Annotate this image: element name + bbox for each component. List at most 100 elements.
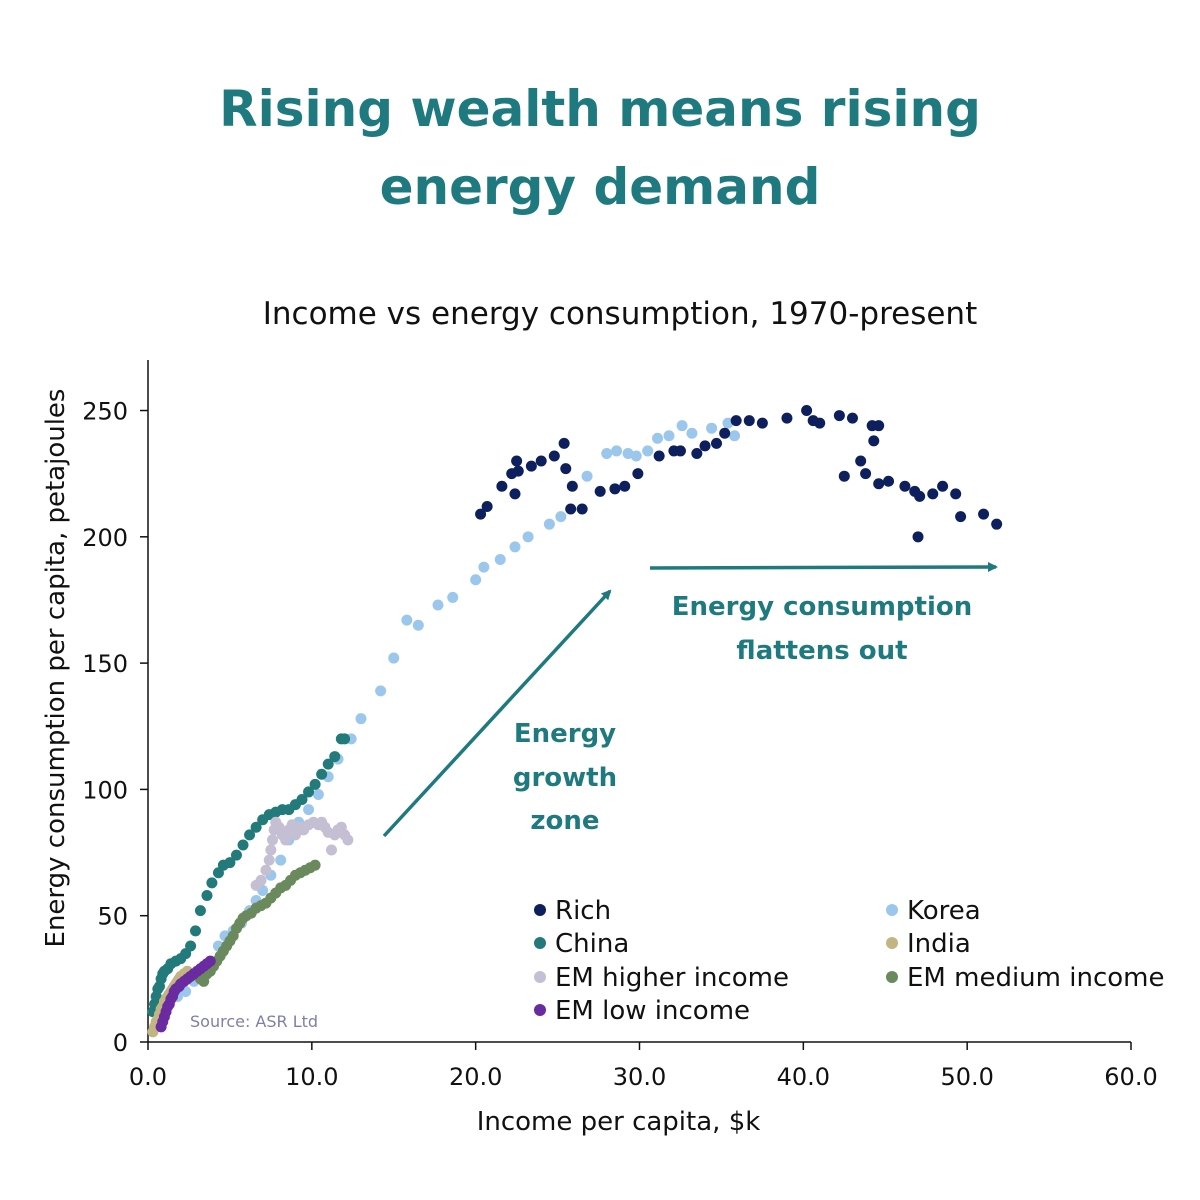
legend-marker-em-higher-income (534, 971, 546, 983)
point-rich (883, 475, 895, 487)
point-china (194, 905, 206, 917)
point-rich (927, 488, 939, 500)
point-korea (375, 685, 387, 697)
point-china (185, 940, 197, 952)
point-korea (432, 599, 444, 611)
point-rich (868, 435, 880, 447)
legend-marker-rich (534, 904, 546, 916)
point-china (329, 751, 341, 763)
y-tick-label: 100 (82, 776, 128, 804)
point-rich (535, 455, 547, 467)
page-title: Rising wealth means rising energy demand (0, 70, 1200, 226)
point-rich (955, 511, 967, 523)
point-rich (481, 501, 493, 513)
point-rich (674, 445, 686, 457)
point-rich (699, 440, 711, 452)
x-tick-label: 20.0 (449, 1063, 502, 1091)
point-korea (447, 591, 459, 603)
flattens-label-1: Energy consumption (672, 592, 973, 622)
legend-marker-korea (886, 904, 898, 916)
point-korea (706, 422, 718, 434)
point-rich (711, 437, 723, 449)
point-rich (860, 468, 872, 480)
legend-label-em-medium-income: EM medium income (907, 963, 1164, 993)
point-rich (873, 420, 885, 432)
point-korea (494, 554, 506, 566)
legend-marker-em-medium-income (886, 971, 898, 983)
point-china (201, 889, 213, 901)
point-china (339, 733, 351, 745)
growth-zone-label-1: Energy (514, 719, 616, 749)
point-rich (743, 415, 755, 427)
legend-label-korea: Korea (907, 896, 981, 926)
point-china (250, 821, 262, 833)
point-em-higher-income (265, 844, 277, 856)
point-rich (509, 488, 521, 500)
chart-subtitle: Income vs energy consumption, 1970-prese… (262, 296, 978, 332)
legend-marker-india (886, 937, 898, 949)
flattens-label-2: flattens out (736, 636, 907, 666)
point-rich (619, 480, 631, 492)
growth-arrow (382, 589, 612, 838)
legend-marker-china (534, 937, 546, 949)
x-tick-label: 10.0 (285, 1063, 338, 1091)
legend-label-china: China (555, 929, 629, 959)
point-korea (663, 430, 675, 442)
point-rich (756, 417, 768, 429)
point-rich (691, 447, 703, 459)
point-rich (548, 450, 560, 462)
point-rich (653, 450, 665, 462)
point-china (237, 839, 249, 851)
point-korea (652, 432, 664, 444)
source-note: Source: ASR Ltd (190, 1012, 318, 1031)
title-line-2: energy demand (379, 158, 821, 216)
flatten-arrow (649, 562, 998, 573)
point-korea (543, 518, 555, 530)
point-rich (855, 455, 867, 467)
x-axis-label: Income per capita, $k (477, 1107, 761, 1137)
point-rich (801, 405, 813, 417)
legend-label-rich: Rich (555, 896, 611, 926)
x-tick-label: 0.0 (129, 1063, 167, 1091)
point-china (322, 758, 334, 770)
point-em-higher-income (263, 854, 275, 866)
point-rich (781, 412, 793, 424)
point-em-medium-income (309, 859, 321, 871)
growth-zone-label-2: growth (513, 763, 617, 793)
point-korea (401, 614, 413, 626)
y-tick-label: 150 (82, 650, 128, 678)
point-korea (729, 430, 741, 442)
y-tick-label: 0 (113, 1029, 128, 1057)
point-rich (511, 455, 523, 467)
legend-marker-em-low-income (534, 1004, 546, 1016)
point-rich (873, 478, 885, 490)
point-korea (630, 450, 642, 462)
point-rich (914, 490, 926, 502)
point-rich (565, 503, 577, 515)
point-rich (525, 460, 537, 472)
chart-axes: 0.0 10.0 20.0 30.0 40.0 50.0 60.0 0 50 100 150 200 2… (41, 360, 1158, 1137)
point-china (296, 794, 308, 806)
point-rich (512, 465, 524, 477)
point-em-higher-income (342, 834, 354, 846)
point-rich (558, 437, 570, 449)
point-rich (937, 480, 949, 492)
point-rich (846, 412, 858, 424)
y-tick-label: 50 (97, 903, 128, 931)
point-rich (560, 463, 572, 475)
x-tick-label: 60.0 (1104, 1063, 1157, 1091)
point-korea (303, 804, 315, 816)
point-china (244, 829, 256, 841)
y-axis-label: Energy consumption per capita, petajoule… (41, 389, 71, 948)
point-korea (555, 511, 567, 523)
point-rich (838, 470, 850, 482)
point-china (309, 778, 321, 790)
point-china (316, 768, 328, 780)
point-korea (355, 713, 367, 725)
point-korea (642, 445, 654, 457)
legend-label-em-low-income: EM low income (555, 996, 750, 1026)
y-tick-label: 250 (82, 398, 128, 426)
legend-label-india: India (907, 929, 971, 959)
x-tick-label: 50.0 (940, 1063, 993, 1091)
